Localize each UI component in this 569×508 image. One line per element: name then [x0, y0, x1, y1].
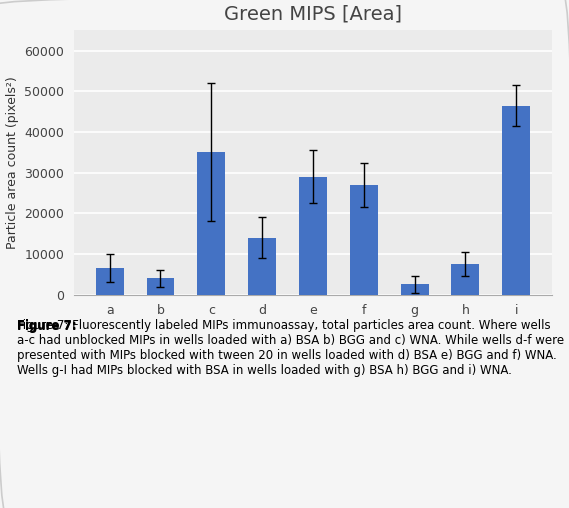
Bar	[197, 152, 225, 295]
Bar	[96, 268, 123, 295]
Bar	[248, 238, 276, 295]
Bar	[451, 264, 480, 295]
Bar	[299, 177, 327, 295]
Text: Figure 7:: Figure 7:	[17, 319, 77, 332]
Text: Figure 7:: Figure 7:	[17, 320, 77, 333]
Bar	[401, 284, 428, 295]
Text: Figure 7: Fluorescently labeled MIPs immunoassay, total particles area count. Wh: Figure 7: Fluorescently labeled MIPs imm…	[17, 319, 564, 377]
Bar	[146, 278, 175, 295]
Bar	[350, 185, 378, 295]
Bar	[502, 106, 530, 295]
Y-axis label: Particle area count (pixels²): Particle area count (pixels²)	[6, 76, 19, 249]
Title: Green MIPS [Area]: Green MIPS [Area]	[224, 5, 402, 23]
